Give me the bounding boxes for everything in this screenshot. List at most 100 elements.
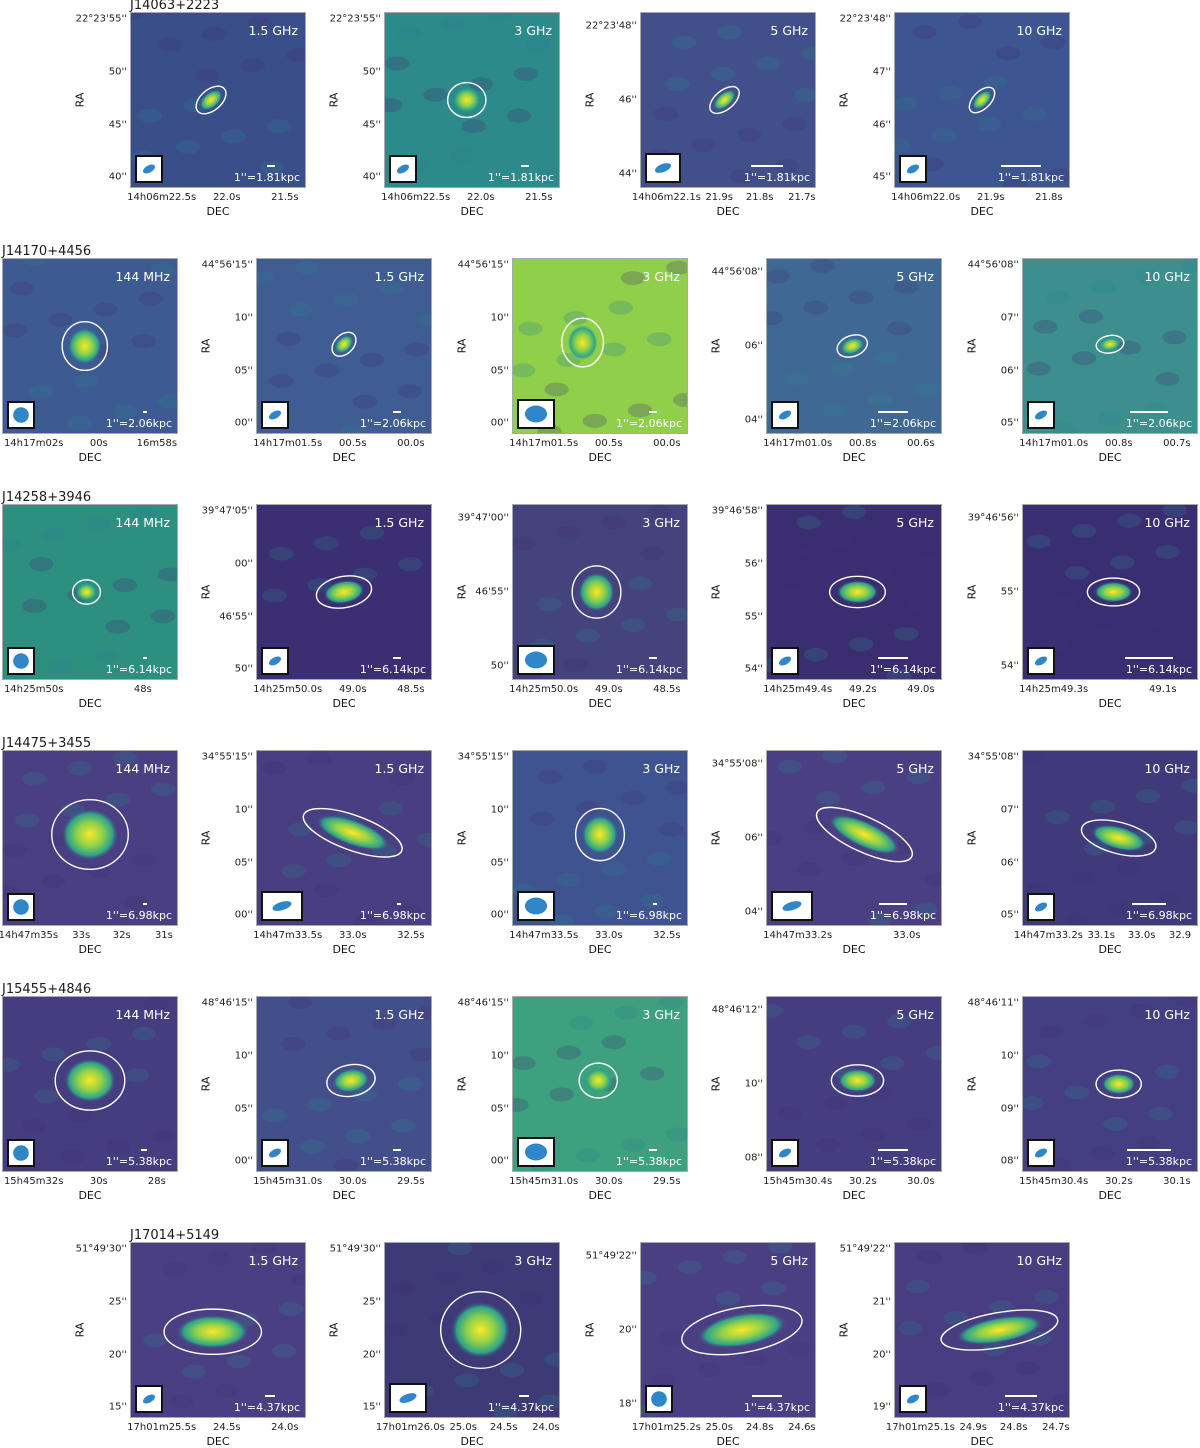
x-tick-label: 30.0s <box>339 1176 367 1187</box>
noise-patch <box>181 1364 206 1379</box>
noise-patch <box>397 557 423 572</box>
y-axis-label: RA <box>455 830 469 846</box>
y-tick-label: 46'55'' <box>219 611 253 623</box>
scale-label: 1''=6.98kpc <box>869 909 936 922</box>
y-axis-label: RA <box>709 830 723 846</box>
radio-image <box>641 1243 815 1417</box>
radio-map-panel: 3 GHz 1''=1.81kpc <box>384 12 560 188</box>
x-tick-label: 00.0s <box>397 438 425 449</box>
x-tick-label: 14h06m22.0s <box>891 192 961 203</box>
frequency-label: 1.5 GHz <box>374 1007 425 1022</box>
noise-patch <box>1034 1289 1059 1304</box>
noise-patch <box>848 637 874 652</box>
y-tick-label: 10'' <box>234 1050 253 1062</box>
radio-map-panel: 5 GHz 1''=2.06kpc <box>766 258 942 434</box>
noise-patch <box>1097 412 1123 427</box>
y-tick-label: 18'' <box>618 1398 637 1410</box>
x-tick-label: 32.9 <box>1168 930 1192 941</box>
scale-label: 1''=6.14kpc <box>359 663 426 676</box>
scale-bar <box>143 903 147 905</box>
noise-patch <box>563 311 588 326</box>
contour-line <box>439 1291 522 1369</box>
x-tick-label: 24.0s <box>532 1422 560 1433</box>
x-tick-label: 17h01m25.5s <box>127 1422 197 1433</box>
y-axis-label: RA <box>965 1076 979 1092</box>
noise-patch <box>288 649 313 664</box>
noise-patch <box>1136 616 1161 631</box>
noise-patch <box>513 1097 529 1112</box>
noise-patch <box>3 1057 21 1072</box>
noise-patch <box>613 1005 639 1020</box>
noise-patch <box>86 517 111 532</box>
scale-label: 1''=6.14kpc <box>105 663 172 676</box>
noise-patch <box>1174 997 1197 1008</box>
noise-patch <box>1110 555 1135 570</box>
y-tick-label: 07'' <box>1000 804 1019 816</box>
beam-box <box>771 891 813 921</box>
noise-patch <box>417 832 431 847</box>
beam-box <box>135 155 163 183</box>
scale-bar <box>1132 903 1166 905</box>
noise-patch <box>295 607 320 622</box>
y-tick-label: 05'' <box>490 365 509 377</box>
x-tick-label: 48.5s <box>397 684 425 695</box>
noise-patch <box>1041 35 1066 50</box>
scale-label: 1''=6.98kpc <box>615 909 682 922</box>
y-tick-label: 39°47'05'' <box>201 505 253 517</box>
x-tick-label: 14h47m35s <box>0 930 59 941</box>
scale-bar <box>878 1149 908 1151</box>
x-tick-label: 14h47m33.5s <box>253 930 323 941</box>
noise-patch <box>138 292 164 306</box>
beam-box <box>771 1139 799 1167</box>
noise-patch <box>530 811 555 826</box>
noise-patch <box>195 68 220 83</box>
noise-patch <box>93 649 118 664</box>
source-emission <box>566 324 599 361</box>
noise-patch <box>257 618 275 633</box>
noise-patch <box>131 506 157 521</box>
scale-bar <box>752 1395 782 1397</box>
beam-ellipse <box>143 164 155 174</box>
y-axis-label: RA <box>73 1322 87 1338</box>
scale-label: 1''=2.06kpc <box>105 417 172 430</box>
x-tick-label: 15h45m32s <box>3 1176 64 1187</box>
y-axis-label: RA <box>837 92 851 108</box>
noise-patch <box>815 791 841 805</box>
noise-patch <box>1045 290 1070 305</box>
noise-patch <box>214 1383 239 1398</box>
scale-bar <box>1001 165 1041 167</box>
noise-patch <box>390 771 416 786</box>
contour-line <box>1086 577 1141 607</box>
y-tick-label: 46'55'' <box>475 586 509 598</box>
contour-line <box>709 85 740 115</box>
scale-label: 1''=6.14kpc <box>869 663 936 676</box>
noise-patch <box>29 557 54 572</box>
y-tick-label: 55'' <box>744 611 763 623</box>
noise-patch <box>803 647 828 662</box>
x-tick-label: 21.5s <box>271 192 299 203</box>
noise-patch <box>105 619 131 634</box>
x-tick-label: 17h01m26.0s <box>375 1422 445 1433</box>
x-tick-label: 33.0s <box>339 930 367 941</box>
beam-shape <box>143 1394 155 1404</box>
y-axis-label: RA <box>327 92 341 108</box>
y-tick-label: 34°55'08'' <box>967 751 1019 763</box>
noise-patch <box>653 106 678 121</box>
contour-line <box>61 320 109 372</box>
source-title: J14258+3946 <box>2 490 92 505</box>
x-tick-label: 48s <box>133 684 152 695</box>
source-emission <box>315 814 390 851</box>
scale-label: 1''=5.38kpc <box>615 1155 682 1168</box>
scale-label: 1''=4.37kpc <box>997 1401 1064 1414</box>
y-tick-label: 06'' <box>744 832 763 844</box>
y-tick-label: 20'' <box>618 1324 637 1336</box>
noise-patch <box>729 169 755 184</box>
x-tick-label: 29.5s <box>653 1176 681 1187</box>
noise-patch <box>666 1127 687 1142</box>
y-axis-label: RA <box>709 338 723 354</box>
x-axis-label: DEC <box>332 697 356 710</box>
beam-box <box>517 645 555 675</box>
noise-patch <box>666 780 687 795</box>
noise-patch <box>22 259 47 266</box>
beam-box <box>771 401 799 429</box>
